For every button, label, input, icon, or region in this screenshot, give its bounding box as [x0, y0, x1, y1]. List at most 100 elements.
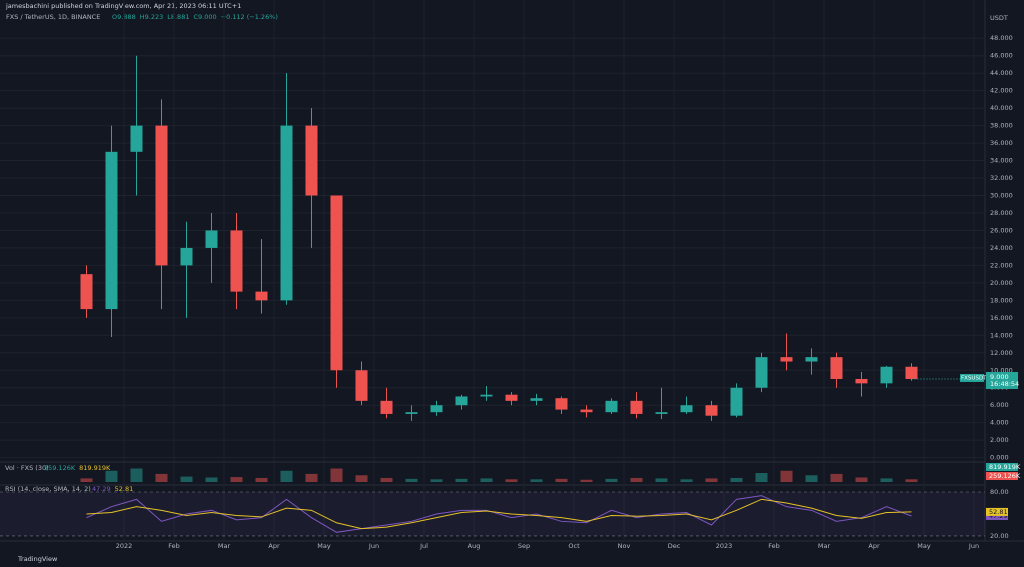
y-tick-label: 24.000: [990, 244, 1013, 252]
volume-bar: [780, 470, 793, 482]
y-tick-label: 44.000: [990, 69, 1013, 77]
y-tick-label: 46.000: [990, 52, 1013, 60]
volume-bar: [505, 479, 518, 482]
volume-name: Vol · FXS (30): [5, 464, 49, 472]
volume-bar: [205, 477, 218, 482]
volume-axis-tag: [986, 463, 1018, 471]
x-tick-label: Mar: [818, 542, 831, 550]
volume-bar: [530, 479, 543, 482]
candle-body: [80, 274, 93, 310]
y-tick-label: 22.000: [990, 261, 1013, 269]
y-tick-label: 10.000: [990, 366, 1013, 374]
x-tick-label: Nov: [618, 542, 631, 550]
candle-body: [130, 125, 143, 152]
candle-body: [480, 394, 493, 397]
volume-bar: [355, 475, 368, 482]
volume-bar: [255, 477, 268, 482]
price-tag-bg: [986, 371, 1018, 389]
x-tick-label: Jun: [968, 542, 979, 550]
candle-body: [155, 125, 168, 266]
rsi-ma-line: [86, 498, 912, 530]
x-tick-label: Apr: [868, 542, 880, 550]
candle-body: [430, 405, 443, 413]
candle-body: [805, 357, 818, 362]
x-tick-label: Jul: [419, 542, 428, 550]
y-tick-label: 30.000: [990, 191, 1013, 199]
y-tick-label: 26.000: [990, 226, 1013, 234]
footer-logo[interactable]: TradingView: [17, 555, 58, 563]
y-tick-label: 4.000: [990, 419, 1009, 427]
rsi-value: 47.29: [92, 485, 111, 493]
candle-body: [755, 357, 768, 388]
y-tick-label: 16.000: [990, 314, 1013, 322]
candle-body: [830, 357, 843, 379]
x-tick-label: Dec: [668, 542, 681, 550]
x-tick-label: Jun: [368, 542, 379, 550]
x-tick-label: May: [317, 542, 331, 550]
x-tick-label: Feb: [768, 542, 780, 550]
candle-body: [205, 230, 218, 248]
volume-axis-label: 819.919K: [989, 463, 1021, 471]
x-tick-label: Feb: [168, 542, 180, 550]
y-tick-label: 34.000: [990, 157, 1013, 165]
candle-body: [405, 412, 418, 414]
price-tag-time: 16:48:54: [990, 380, 1019, 388]
volume-bar: [130, 468, 143, 482]
volume-bar: [155, 473, 168, 482]
volume-bar: [855, 477, 868, 482]
volume-axis-label: 259.126K: [989, 472, 1021, 480]
candle-body: [105, 151, 118, 310]
volume-bar: [680, 479, 693, 482]
y-tick-label: 42.000: [990, 87, 1013, 95]
rsi-axis-tag: [986, 507, 1008, 516]
y-tick-label: 6.000: [990, 401, 1009, 409]
rsi-name: RSI (14, close, SMA, 14, 2): [5, 485, 91, 493]
volume-bar: [380, 477, 393, 482]
candle-body: [380, 400, 393, 414]
volume-bar: [630, 477, 643, 482]
volume-bar: [755, 473, 768, 482]
candle-body: [505, 394, 518, 401]
volume-bar: [555, 478, 568, 482]
volume-value: 819.919K: [79, 464, 111, 472]
volume-bar: [805, 475, 818, 482]
rsi-value: 52.81: [115, 485, 134, 493]
volume-bar: [105, 470, 118, 482]
price-tag-value: 9.000: [990, 373, 1009, 381]
volume-bar: [830, 473, 843, 482]
y-tick-label: 20.000: [990, 279, 1013, 287]
volume-bar: [705, 478, 718, 482]
candle-body: [655, 412, 668, 414]
x-tick-label: 2023: [716, 542, 733, 550]
volume-bar: [480, 478, 493, 482]
candle-body: [605, 400, 618, 413]
rsi-axis-tag: [986, 511, 1008, 520]
volume-bar: [405, 478, 418, 482]
x-tick-label: Sep: [518, 542, 530, 550]
rsi-axis-label: 47.29: [989, 512, 1008, 520]
candle-body: [905, 366, 918, 379]
rsi-band: [0, 492, 985, 536]
rsi-tick-label: 80.00: [990, 488, 1009, 496]
y-tick-label: 12.000: [990, 349, 1013, 357]
y-tick-label: 28.000: [990, 209, 1013, 217]
candle-body: [730, 387, 743, 416]
volume-bar: [455, 478, 468, 482]
candle-body: [355, 370, 368, 401]
x-tick-label: Mar: [218, 542, 231, 550]
volume-bar: [430, 479, 443, 482]
y-tick-label: 32.000: [990, 174, 1013, 182]
candle-body: [555, 398, 568, 410]
symbol: FXS / TetherUS, 1D, BINANCE: [6, 13, 100, 21]
y-tick-label: 48.000: [990, 34, 1013, 42]
volume-bar: [730, 477, 743, 482]
ohlc-value: −0.112 (−1.26%): [221, 13, 278, 21]
volume-bar: [880, 478, 893, 482]
ohlc-value: C9.000: [193, 13, 216, 21]
ohlc-value: L8.881: [167, 13, 189, 21]
volume-bar: [905, 479, 918, 482]
y-tick-label: 2.000: [990, 436, 1009, 444]
x-tick-label: Aug: [468, 542, 481, 550]
volume-bar: [605, 478, 618, 482]
